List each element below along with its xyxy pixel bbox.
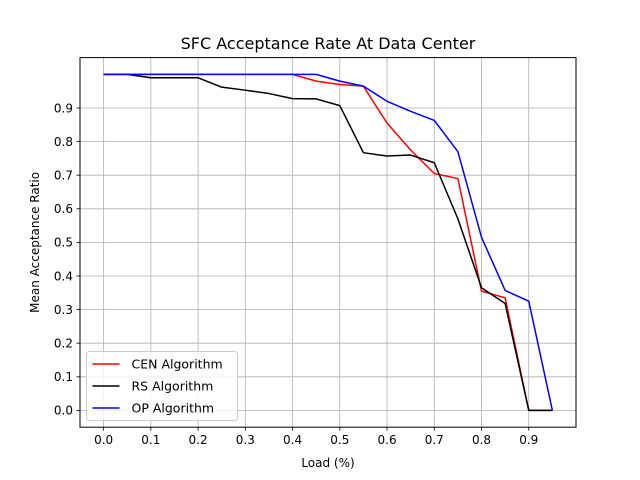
y-tick-label: 0.7	[54, 169, 73, 183]
legend-label-op-algorithm: OP Algorithm	[132, 401, 215, 416]
grid	[80, 57, 576, 428]
x-tick-label: 0.2	[189, 433, 208, 447]
y-axis-ticks: 0.0 0.1 0.2 0.3 0.4 0.5 0.6 0.7 0.8 0.9	[54, 101, 80, 418]
y-tick-label: 0.6	[54, 202, 73, 216]
y-tick-label: 0.5	[54, 236, 73, 250]
x-tick-label: 0.0	[94, 433, 113, 447]
legend-label-rs-algorithm: RS Algorithm	[132, 379, 214, 394]
legend: CEN Algorithm RS Algorithm OP Algorithm	[86, 351, 238, 421]
y-axis-label: Mean Acceptance Ratio	[28, 172, 42, 313]
series-layer	[103, 73, 554, 412]
y-tick-label: 0.9	[54, 101, 73, 115]
legend-label-cen-algorithm: CEN Algorithm	[132, 357, 223, 372]
y-tick-label: 0.8	[54, 135, 73, 149]
series-line-op-algorithm	[103, 73, 554, 411]
legend-box	[86, 351, 238, 421]
series-line-rs-algorithm	[103, 73, 553, 412]
x-tick-label: 0.1	[141, 433, 160, 447]
x-axis-label: Load (%)	[301, 456, 354, 470]
x-tick-label: 0.8	[472, 433, 491, 447]
y-tick-label: 0.3	[54, 303, 73, 317]
x-tick-label: 0.6	[378, 433, 397, 447]
x-tick-label: 0.4	[283, 433, 302, 447]
y-tick-label: 0.4	[54, 269, 73, 283]
x-tick-label: 0.5	[330, 433, 349, 447]
y-tick-label: 0.2	[54, 337, 73, 351]
x-tick-label: 0.7	[425, 433, 444, 447]
x-tick-label: 0.9	[519, 433, 538, 447]
y-tick-label: 0.0	[54, 404, 73, 418]
chart-title: SFC Acceptance Rate At Data Center	[181, 34, 476, 53]
y-tick-label: 0.1	[54, 370, 73, 384]
x-axis-ticks: 0.0 0.1 0.2 0.3 0.4 0.5 0.6 0.7 0.8 0.9	[94, 427, 538, 447]
x-tick-label: 0.3	[236, 433, 255, 447]
